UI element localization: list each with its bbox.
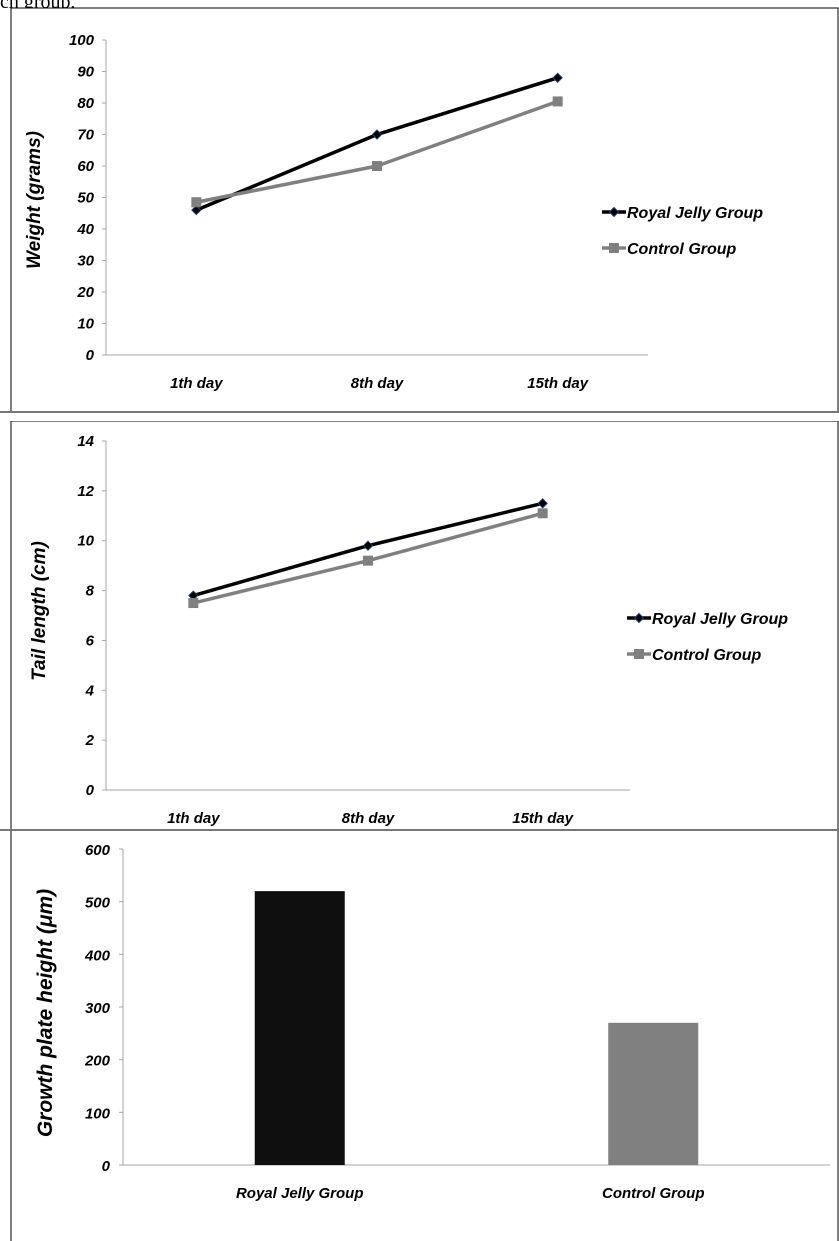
y-tick-label: 100 xyxy=(69,32,95,49)
data-point-royal-jelly xyxy=(191,204,202,216)
legend-label: Royal Jelly Group xyxy=(627,205,763,222)
y-tick-label: 10 xyxy=(77,533,94,550)
bar-control xyxy=(608,1022,699,1165)
data-point-control xyxy=(188,598,199,609)
x-tick-label: 8th day xyxy=(351,375,404,392)
y-tick-label: 600 xyxy=(85,842,111,859)
y-tick-label: 30 xyxy=(77,253,94,270)
legend-marker-diamond xyxy=(608,206,620,218)
legend-marker-square xyxy=(634,649,644,659)
data-point-royal-jelly xyxy=(362,540,374,551)
y-tick-label: 14 xyxy=(77,433,94,450)
growth-plate-bar-chart: 0 100 200 300 400 500 600 Royal Jelly Group Con… xyxy=(10,831,839,1241)
data-point-control xyxy=(537,508,548,519)
legend-label: Control Group xyxy=(627,241,737,258)
y-tick-label: 6 xyxy=(86,632,95,649)
chart-border xyxy=(10,7,839,413)
x-tick-label: Royal Jelly Group xyxy=(236,1185,364,1202)
y-tick-label: 4 xyxy=(85,682,95,699)
legend-marker-diamond xyxy=(633,612,645,624)
y-axis-title: Weight (grams) xyxy=(24,131,45,269)
y-tick-label: 90 xyxy=(77,64,94,81)
tail-chart-panel: 0 2 4 6 8 10 12 14 1th day 8th day 15th day Royal… xyxy=(0,421,839,831)
y-tick-label: 300 xyxy=(85,1000,111,1017)
y-tick-label: 50 xyxy=(77,190,94,207)
weight-chart-panel: 0 10 20 30 40 50 60 70 80 90 100 1th day 8th day 15t… xyxy=(0,0,839,421)
x-tick-label: 8th day xyxy=(342,810,395,827)
y-axis-title: Tail length (cm) xyxy=(29,541,50,681)
y-tick-label: 10 xyxy=(77,316,94,333)
tail-length-line-chart: 0 2 4 6 8 10 12 14 1th day 8th day 15th day Royal… xyxy=(0,421,839,831)
y-axis-title: Growth plate height (μm) xyxy=(34,889,57,1137)
data-point-royal-jelly xyxy=(371,129,383,140)
data-point-control xyxy=(191,197,202,208)
y-tick-label: 400 xyxy=(84,947,111,964)
data-point-control xyxy=(552,96,563,107)
y-tick-label: 40 xyxy=(76,221,94,238)
bar-royal-jelly xyxy=(254,891,345,1165)
chart-border xyxy=(10,421,839,831)
y-tick-label: 80 xyxy=(77,95,94,112)
x-tick-label: 15th day xyxy=(527,375,589,392)
y-tick-label: 2 xyxy=(85,732,95,749)
x-tick-label: 15th day xyxy=(512,810,574,827)
y-tick-label: 20 xyxy=(76,284,94,301)
y-tick-label: 100 xyxy=(85,1105,111,1122)
y-tick-label: 500 xyxy=(85,895,111,912)
y-tick-label: 12 xyxy=(77,483,94,500)
x-tick-label: Control Group xyxy=(602,1185,704,1202)
data-point-royal-jelly xyxy=(537,498,548,509)
y-tick-label: 60 xyxy=(77,158,94,175)
data-point-control xyxy=(363,555,373,566)
data-point-control xyxy=(372,161,382,171)
legend-label: Royal Jelly Group xyxy=(652,611,788,628)
data-point-royal-jelly xyxy=(552,72,563,84)
y-tick-label: 8 xyxy=(86,583,95,600)
y-tick-label: 70 xyxy=(77,127,94,144)
y-tick-label: 200 xyxy=(84,1053,111,1070)
growth-plate-chart-panel: 0 100 200 300 400 500 600 Royal Jelly Group Con… xyxy=(0,831,839,1241)
y-tick-label: 0 xyxy=(86,782,95,799)
legend-label: Control Group xyxy=(652,647,762,664)
weight-line-chart: 0 10 20 30 40 50 60 70 80 90 100 1th day 8th day 15t… xyxy=(0,7,839,413)
legend-marker-square xyxy=(609,243,619,253)
y-tick-label: 0 xyxy=(86,347,95,364)
x-tick-label: 1th day xyxy=(170,375,223,392)
y-tick-label: 0 xyxy=(102,1158,111,1175)
x-tick-label: 1th day xyxy=(167,810,220,827)
